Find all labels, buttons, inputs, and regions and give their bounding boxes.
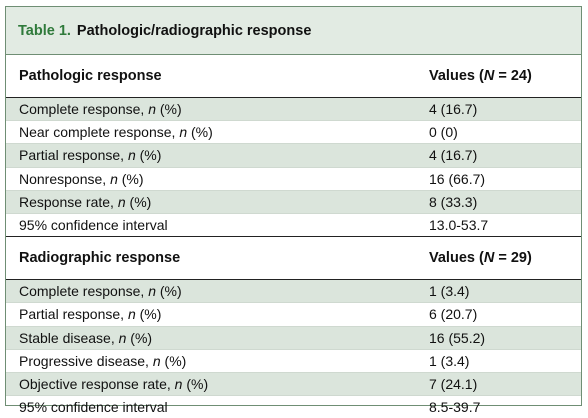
section-header-pathologic: Pathologic response Values (N = 24) xyxy=(6,55,581,98)
row-value: 8 (33.3) xyxy=(429,193,478,210)
table-row: Complete response, n (%) 1 (3.4) xyxy=(6,280,581,304)
row-value: 16 (66.7) xyxy=(429,170,486,187)
row-value: 7 (24.1) xyxy=(429,375,478,392)
table-row: 95% confidence interval 13.0-53.7 xyxy=(6,214,581,236)
table-row: Partial response, n (%) 6 (20.7) xyxy=(6,303,581,327)
table-row: Response rate, n (%) 8 (33.3) xyxy=(6,190,581,214)
row-label: Near complete response, n (%) xyxy=(19,124,213,141)
row-value: 1 (3.4) xyxy=(429,352,470,369)
row-label: Complete response, n (%) xyxy=(19,101,182,118)
response-table: Table 1. Pathologic/radiographic respons… xyxy=(5,6,582,415)
table-title: Pathologic/radiographic response xyxy=(76,22,312,39)
row-label: Stable disease, n (%) xyxy=(19,329,153,346)
section-header-radiographic: Radiographic response Values (N = 29) xyxy=(6,236,581,281)
row-label: 95% confidence interval xyxy=(19,217,168,234)
row-label: 95% confidence interval xyxy=(19,399,168,416)
table-row: Complete response, n (%) 4 (16.7) xyxy=(6,98,581,122)
section-header-label: Pathologic response xyxy=(19,68,162,84)
table-row: Stable disease, n (%) 16 (55.2) xyxy=(6,326,581,350)
row-label: Objective response rate, n (%) xyxy=(19,375,209,392)
table-row: Nonresponse, n (%) 16 (66.7) xyxy=(6,168,581,191)
table-title-bar: Table 1. Pathologic/radiographic respons… xyxy=(6,7,581,55)
row-value: 4 (16.7) xyxy=(429,147,478,164)
table-row: Progressive disease, n (%) 1 (3.4) xyxy=(6,350,581,373)
row-value: 8.5-39.7 xyxy=(429,399,481,416)
section-rows-pathologic: Complete response, n (%) 4 (16.7) Near com… xyxy=(6,98,581,236)
table-row: 95% confidence interval 8.5-39.7 xyxy=(6,396,581,418)
table-row: Near complete response, n (%) 0 (0) xyxy=(6,121,581,145)
section-header-values: Values (N = 29) xyxy=(429,250,532,267)
row-label: Partial response, n (%) xyxy=(19,306,162,323)
row-label: Response rate, n (%) xyxy=(19,193,152,210)
row-value: 0 (0) xyxy=(429,124,458,141)
row-value: 13.0-53.7 xyxy=(429,217,489,234)
row-label: Progressive disease, n (%) xyxy=(19,352,187,369)
row-label: Nonresponse, n (%) xyxy=(19,170,144,187)
table-row: Partial response, n (%) 4 (16.7) xyxy=(6,144,581,168)
row-value: 6 (20.7) xyxy=(429,306,478,323)
section-rows-radiographic: Complete response, n (%) 1 (3.4) Partial r… xyxy=(6,280,581,418)
table-row: Objective response rate, n (%) 7 (24.1) xyxy=(6,372,581,397)
row-label: Partial response, n (%) xyxy=(19,147,162,164)
row-value: 16 (55.2) xyxy=(429,329,486,346)
row-label: Complete response, n (%) xyxy=(19,283,182,300)
row-value: 1 (3.4) xyxy=(429,283,470,300)
row-value: 4 (16.7) xyxy=(429,101,478,118)
section-header-values: Values (N = 24) xyxy=(429,68,532,84)
table-number: Table 1. xyxy=(18,22,71,39)
section-header-label: Radiographic response xyxy=(19,250,181,267)
